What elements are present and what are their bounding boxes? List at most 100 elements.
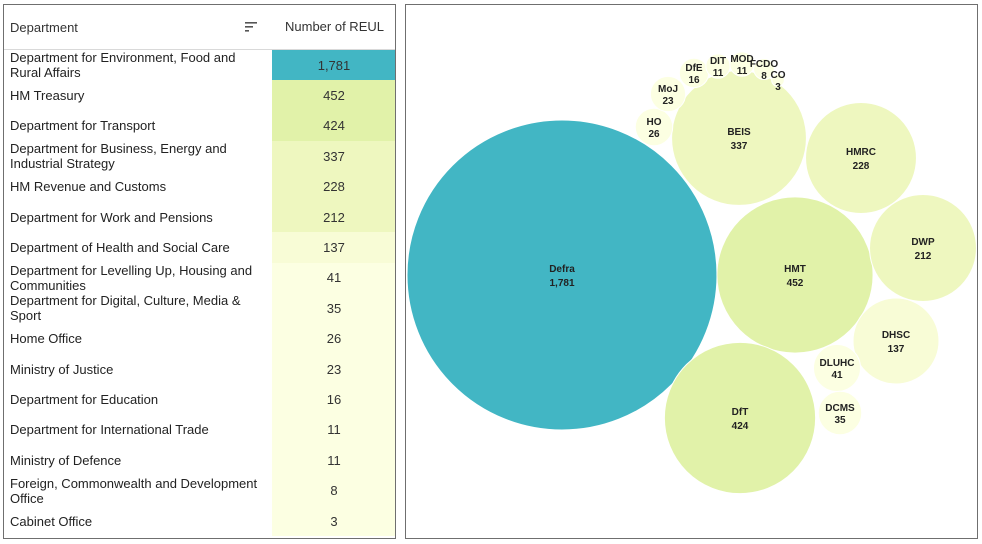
bubble-value-label: 228	[853, 161, 870, 172]
table-row[interactable]: Cabinet Office 3	[4, 505, 395, 537]
department-cell: HM Revenue and Customs	[10, 179, 167, 195]
table-row[interactable]: Department for Environment, Food and Rur…	[4, 50, 395, 81]
table-row[interactable]: Department for International Trade 11	[4, 414, 395, 446]
bubble-value-label: 424	[732, 421, 749, 432]
bubble-label: Defra	[549, 264, 575, 275]
bubble-value-label: 452	[787, 278, 804, 289]
bubble-label: CO	[771, 70, 786, 81]
bubble-label: BEIS	[727, 127, 751, 138]
reul-count-cell: 1,781	[272, 50, 395, 81]
reul-count-cell: 16	[272, 384, 395, 415]
table-row[interactable]: Foreign, Commonwealth and Development Of…	[4, 475, 395, 506]
table-row[interactable]: Department for Education 16	[4, 384, 395, 415]
bubble-value-label: 11	[737, 66, 748, 77]
bubble-label: DLUHC	[820, 358, 855, 369]
department-cell: Ministry of Defence	[10, 452, 122, 468]
department-cell: Cabinet Office	[10, 513, 93, 529]
bubble-ho[interactable]	[634, 107, 674, 147]
bubble-label: HO	[647, 117, 662, 128]
bubble-label: FCDO	[750, 59, 779, 70]
bubble-hmt[interactable]	[716, 196, 874, 354]
department-cell: Department for Work and Pensions	[10, 209, 213, 225]
sort-descending-icon[interactable]	[245, 22, 257, 32]
table-row[interactable]: Ministry of Defence 11	[4, 445, 395, 476]
bubble-beis[interactable]	[671, 70, 807, 206]
bubble-chart: Defra 1,781 HMT 452 DfT 424 BEIS 337 HMRC 228 DWP 2…	[405, 4, 978, 539]
bubble-dcms[interactable]	[817, 390, 863, 436]
department-cell: Department for Education	[10, 391, 159, 407]
reul-count-cell: 11	[272, 445, 395, 476]
table-row[interactable]: Department for Business, Energy and Indu…	[4, 141, 395, 172]
reul-count-cell: 41	[272, 262, 395, 294]
column-header-number-of-reul[interactable]: Number of REUL	[285, 19, 384, 34]
bubble-label: HMRC	[846, 147, 876, 158]
bubble-value-label: 1,781	[549, 278, 574, 289]
table-body: Department for Environment, Food and Rur…	[4, 50, 395, 537]
department-cell: HM Treasury	[10, 88, 85, 104]
table-row[interactable]: Ministry of Justice 23	[4, 353, 395, 385]
bubble-label: DfT	[732, 407, 749, 418]
table-row[interactable]: Department for Work and Pensions 212	[4, 201, 395, 233]
bubble-label: DfE	[685, 63, 703, 74]
table-row[interactable]: Department for Transport 424	[4, 110, 395, 142]
bubble-value-label: 8	[761, 71, 767, 82]
table-row[interactable]: Department for Levelling Up, Housing and…	[4, 262, 395, 294]
department-cell: Foreign, Commonwealth and Development Of…	[10, 475, 258, 506]
department-cell: Department for Transport	[10, 118, 156, 134]
bubble-label: DIT	[710, 56, 726, 67]
bubble-label: MOD	[730, 54, 753, 65]
reul-table: Department Number of REUL Department for…	[3, 4, 396, 539]
bubble-label: DHSC	[882, 330, 910, 341]
department-cell: Department for Levelling Up, Housing and…	[10, 262, 253, 293]
department-cell: Department for Environment, Food and Rur…	[10, 50, 236, 81]
bubble-mod[interactable]	[729, 51, 755, 77]
department-cell: Department for Digital, Culture, Media &…	[10, 293, 241, 324]
reul-count-cell: 11	[272, 414, 395, 446]
department-cell: Department for Business, Energy and Indu…	[10, 141, 227, 172]
bubble-label: HMT	[784, 264, 806, 275]
table-header: Department Number of REUL	[4, 5, 395, 50]
bubble-value-label: 26	[648, 129, 660, 140]
bubble-label: DCMS	[825, 403, 855, 414]
reul-count-cell: 228	[272, 171, 395, 202]
bubble-moj[interactable]	[649, 75, 687, 113]
bubble-value-label: 16	[688, 75, 700, 86]
bubble-value-label: 23	[662, 96, 674, 107]
reul-count-cell: 23	[272, 353, 395, 385]
table-row[interactable]: Department for Digital, Culture, Media &…	[4, 293, 395, 324]
reul-count-cell: 424	[272, 110, 395, 142]
column-header-department[interactable]: Department	[10, 20, 78, 35]
reul-count-cell: 212	[272, 201, 395, 233]
bubble-value-label: 11	[713, 68, 724, 79]
department-cell: Home Office	[10, 331, 83, 347]
bubble-label: DWP	[911, 237, 935, 248]
bubble-co[interactable]	[771, 73, 785, 87]
bubble-chart-svg: Defra 1,781 HMT 452 DfT 424 BEIS 337 HMRC 228 DWP 2…	[406, 51, 977, 495]
bubble-value-label: 41	[831, 370, 843, 381]
bubble-value-label: 337	[731, 141, 748, 152]
bubble-value-label: 212	[915, 251, 932, 262]
reul-count-cell: 26	[272, 323, 395, 354]
table-row[interactable]: HM Revenue and Customs 228	[4, 171, 395, 202]
bubble-dwp[interactable]	[869, 194, 977, 302]
bubble-dft[interactable]	[663, 341, 817, 495]
bubble-value-label: 137	[888, 344, 905, 355]
reul-count-cell: 137	[272, 232, 395, 263]
bubble-defra[interactable]	[406, 119, 718, 431]
bubble-label: MoJ	[658, 84, 678, 95]
reul-count-cell: 452	[272, 80, 395, 111]
bubble-hmrc[interactable]	[805, 102, 917, 214]
reul-count-cell: 3	[272, 505, 395, 537]
table-row[interactable]: HM Treasury 452	[4, 80, 395, 111]
bubble-fcdo[interactable]	[753, 58, 775, 80]
bubble-value-label: 35	[834, 415, 846, 426]
reul-count-cell: 337	[272, 141, 395, 172]
table-row[interactable]: Home Office 26	[4, 323, 395, 354]
bubble-dhsc[interactable]	[852, 297, 940, 385]
table-row[interactable]: Department of Health and Social Care 137	[4, 232, 395, 263]
department-cell: Department for International Trade	[10, 422, 209, 438]
department-cell: Department of Health and Social Care	[10, 240, 230, 256]
bubble-value-label: 3	[775, 82, 781, 93]
department-cell: Ministry of Justice	[10, 361, 114, 377]
reul-count-cell: 8	[272, 475, 395, 506]
